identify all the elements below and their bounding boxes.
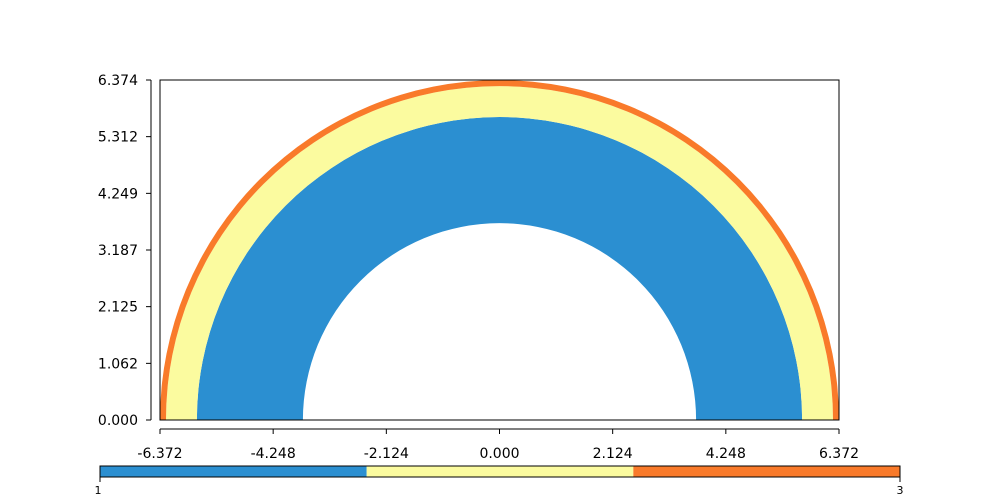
x-tick-label: -4.248 [251, 446, 296, 462]
x-tick-label: 4.248 [706, 446, 746, 462]
heatmap-regions [160, 80, 839, 421]
y-tick-label: 2.125 [98, 300, 138, 316]
colorbar-segment-2 [366, 466, 634, 477]
colorbar-min-label: 1 [95, 484, 102, 497]
colorbar-max-label: 3 [897, 484, 904, 497]
region-value-1 [196, 117, 803, 421]
x-tick-label: 0.000 [479, 446, 519, 462]
colorbar: 1 3 [95, 465, 904, 497]
x-tick-label: -6.372 [137, 446, 182, 462]
x-tick-label: 6.372 [819, 446, 859, 462]
colorbar-segments [100, 466, 900, 477]
y-tick-label: 6.374 [98, 73, 138, 89]
x-tick-label: 2.124 [593, 446, 633, 462]
y-tick-label: 4.249 [98, 186, 138, 202]
y-axis: 0.000 1.062 2.125 3.187 4.249 5.312 6.374 [98, 73, 152, 429]
colorbar-frame [99, 465, 901, 478]
y-tick-label: 3.187 [98, 243, 138, 259]
colorbar-segment-1 [100, 466, 367, 477]
colorbar-segment-3 [633, 466, 900, 477]
plot-frame [159, 79, 840, 421]
y-tick-label: 1.062 [98, 356, 138, 372]
x-tick-label: -2.124 [364, 446, 409, 462]
y-tick-label: 0.000 [98, 413, 138, 429]
x-axis: -6.372 -4.248 -2.124 0.000 2.124 4.248 6.372 [137, 428, 859, 462]
y-tick-label: 5.312 [98, 130, 138, 146]
